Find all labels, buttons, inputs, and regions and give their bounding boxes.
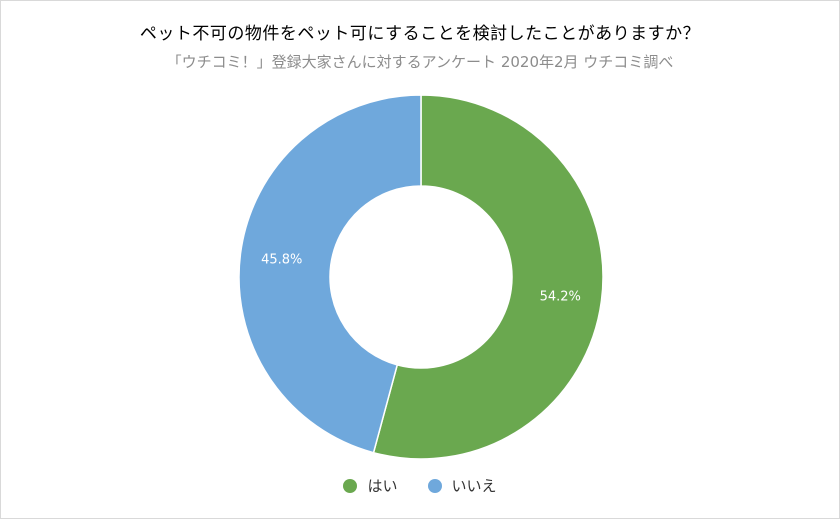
chart-subtitle: 「ウチコミ！」登録大家さんに対するアンケート 2020年2月 ウチコミ調べ [166,53,674,71]
legend-swatch-no [427,478,442,493]
slice-label-no: 45.8% [261,253,302,268]
legend-swatch-yes [343,478,358,493]
slice-label-yes: 54.2% [540,289,581,304]
legend-item-yes[interactable]: はい [343,475,398,496]
chart-title: ペット不可の物件をペット可にすることを検討したことがありますか？ [139,24,701,44]
legend-label-yes: はい [367,477,398,495]
legend-label-no: いいえ [451,477,497,495]
legend-item-no[interactable]: いいえ [427,475,497,496]
slice-yes[interactable] [372,94,604,460]
slice-no[interactable] [238,94,422,454]
legend: はい いいえ [1,475,839,496]
